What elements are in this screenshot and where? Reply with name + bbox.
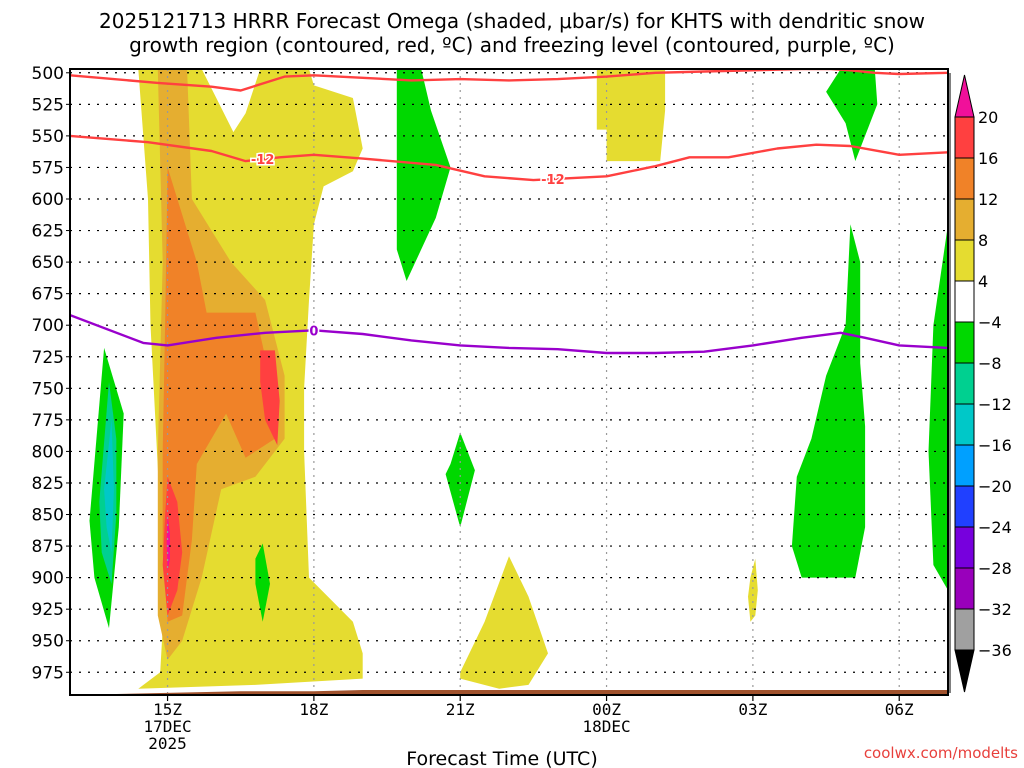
colorbar-swatch — [954, 239, 975, 282]
y-tick-label: 950 — [32, 632, 64, 652]
omega-region-3 — [748, 558, 758, 622]
colorbar-swatch — [954, 567, 975, 610]
colorbar-tick-label: 20 — [978, 108, 998, 127]
colorbar-tick-label: −24 — [978, 518, 1012, 537]
colorbar-tick-label: −32 — [978, 600, 1012, 619]
y-tick-label: 900 — [32, 569, 64, 589]
x-tick-label: 06Z — [885, 700, 914, 719]
freezing-level-contour — [70, 313, 948, 355]
colorbar-tick-label: 8 — [978, 231, 988, 250]
dgz-lower-contour — [70, 134, 948, 182]
x-tick-label: 2025 — [148, 734, 187, 753]
colorbar-swatch — [954, 116, 975, 159]
omega-shading — [89, 69, 948, 689]
y-tick-label: 725 — [32, 348, 64, 368]
chart-title-line1: 2025121713 HRRR Forecast Omega (shaded, … — [99, 9, 925, 33]
y-tick-label: 675 — [32, 285, 64, 305]
colorbar-tick-label: −28 — [978, 559, 1012, 578]
colorbar-tick-label: −12 — [978, 395, 1012, 414]
omega-region-11 — [255, 543, 270, 622]
credit-link[interactable]: coolwx.com/modelts — [864, 744, 1018, 762]
colorbar-swatch — [954, 444, 975, 487]
y-tick-label: 500 — [32, 64, 64, 84]
y-axis: 500 525 550 575 600 625 650 675 700 725 750 775 800 8… — [32, 64, 70, 683]
x-tick-label: 03Z — [738, 700, 767, 719]
omega-region-9 — [396, 69, 451, 281]
omega-region-17 — [928, 224, 948, 591]
ground-terrain — [70, 690, 948, 695]
y-tick-label: 650 — [32, 253, 64, 273]
y-tick-label: 850 — [32, 506, 64, 526]
x-tick-label: 18Z — [299, 700, 328, 719]
y-tick-label: 700 — [32, 316, 64, 336]
y-tick-label: 600 — [32, 190, 64, 210]
x-tick-label: 21Z — [446, 700, 475, 719]
omega-region-16 — [791, 224, 866, 578]
colorbar-tick-label: 12 — [978, 190, 998, 209]
colorbar-swatch — [954, 280, 975, 323]
omega-region-6 — [260, 350, 280, 446]
colorbar-swatch — [954, 403, 975, 446]
omega-region-2 — [460, 556, 548, 689]
y-tick-label: 825 — [32, 474, 64, 494]
x-axis-label: Forecast Time (UTC) — [406, 748, 597, 768]
y-tick-label: 575 — [32, 158, 64, 178]
colorbar-tick-label: −20 — [978, 477, 1012, 496]
colorbar-swatch — [954, 485, 975, 528]
x-tick-label: 00Z — [592, 700, 621, 719]
omega-region-15 — [826, 69, 878, 162]
colorbar-swatch — [954, 198, 975, 241]
colorbar-over-arrow — [954, 74, 975, 118]
omega-region-8 — [166, 514, 170, 572]
colorbar-tick-label: −4 — [978, 313, 1002, 332]
y-tick-label: 925 — [32, 600, 64, 620]
colorbar-swatch — [954, 362, 975, 405]
y-tick-label: 800 — [32, 442, 64, 462]
chart-title-line2: growth region (contoured, red, ºC) and f… — [129, 33, 895, 57]
colorbar-tick-label: 16 — [978, 149, 998, 168]
colorbar-swatch — [954, 608, 975, 651]
omega-region-1 — [596, 69, 666, 162]
colorbar-tick-label: −36 — [978, 641, 1012, 660]
x-tick-label: 17DEC — [143, 717, 191, 736]
y-tick-label: 875 — [32, 537, 64, 557]
y-tick-label: 625 — [32, 222, 64, 242]
colorbar-tick-label: −16 — [978, 436, 1012, 455]
y-tick-label: 525 — [32, 95, 64, 115]
colorbar-tick-label: 4 — [978, 272, 988, 291]
y-tick-label: 550 — [32, 127, 64, 147]
omega-region-5 — [162, 167, 275, 622]
colorbar-swatch — [954, 526, 975, 569]
colorbar-under-arrow — [954, 649, 975, 693]
y-tick-label: 975 — [32, 663, 64, 683]
dgz-lower-label: -12 — [541, 173, 565, 188]
colorbar-swatch — [954, 157, 975, 200]
omega-region-10 — [445, 432, 475, 528]
omega-region-14 — [104, 419, 114, 553]
y-tick-label: 775 — [32, 411, 64, 431]
x-tick-label: 18DEC — [582, 717, 630, 736]
ground-fill — [70, 690, 948, 695]
x-tick-label: 15Z — [153, 700, 182, 719]
freezing-level-label: 0 — [309, 324, 318, 339]
plot-frame — [69, 68, 949, 696]
contour-lines: -12 -12 0 — [70, 69, 948, 355]
colorbar-tick-label: −8 — [978, 354, 1002, 373]
colorbar: 20 16 12 8 4 −4 −8 −12 −16 −20 −24 −28 −32 −36 — [949, 73, 1012, 693]
dgz-lower-label: -12 — [251, 153, 275, 168]
y-tick-label: 750 — [32, 379, 64, 399]
colorbar-swatch — [954, 321, 975, 364]
